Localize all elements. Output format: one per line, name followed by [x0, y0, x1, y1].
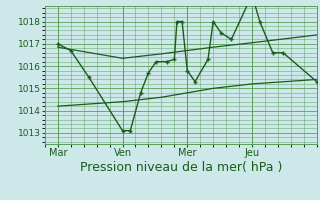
X-axis label: Pression niveau de la mer( hPa ): Pression niveau de la mer( hPa ) — [80, 161, 282, 174]
